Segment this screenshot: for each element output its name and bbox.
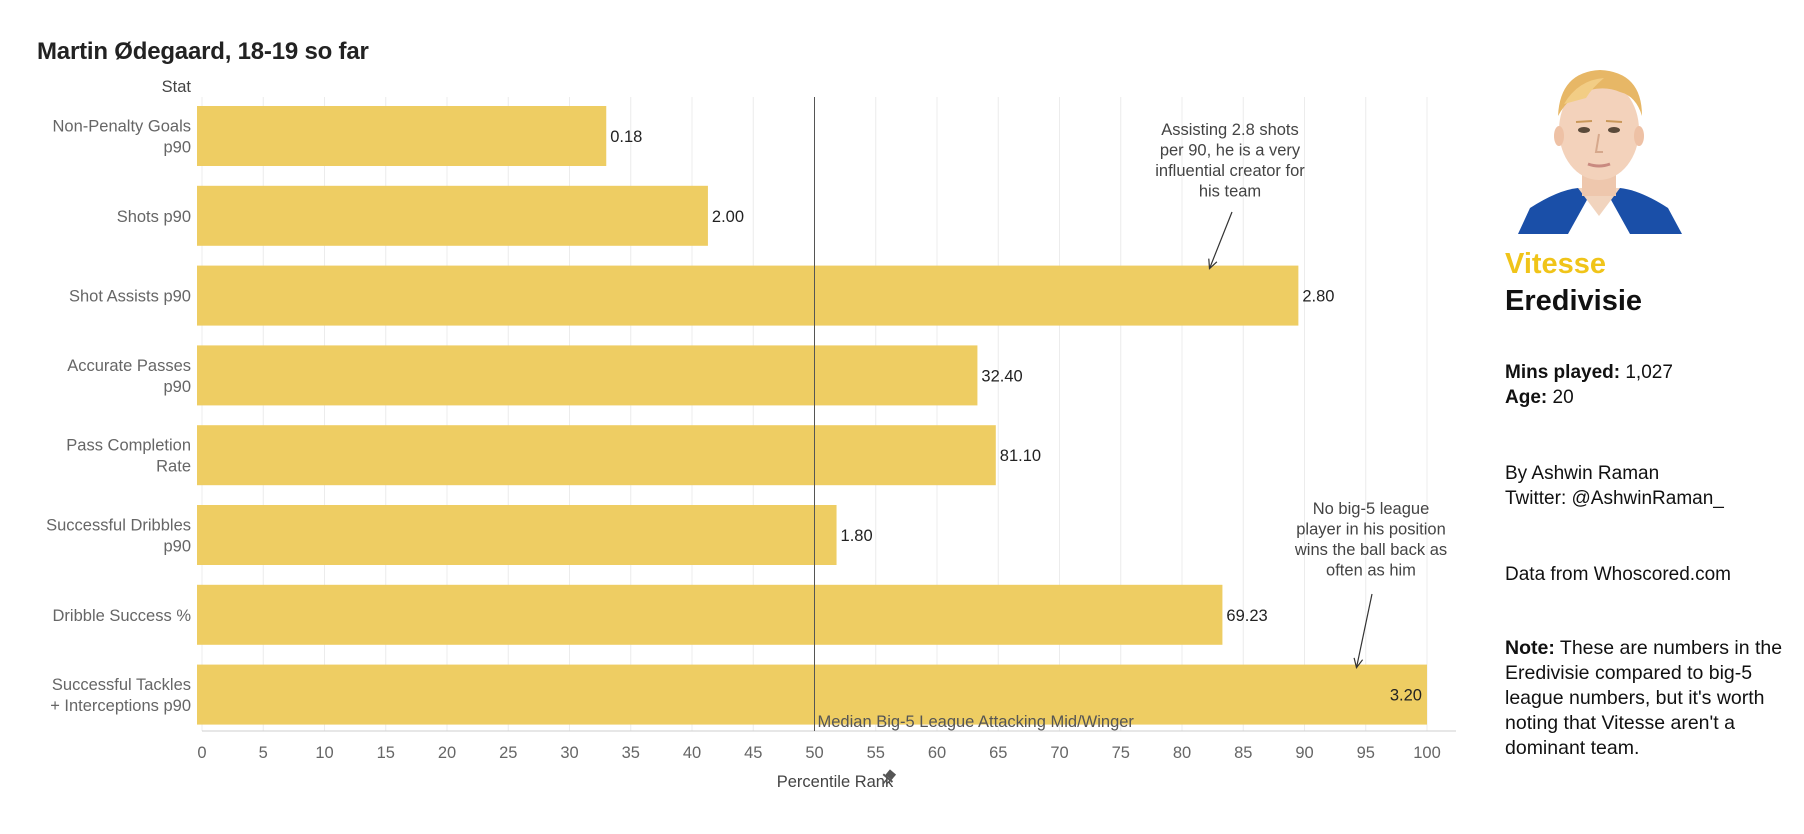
category-label: Shots p90	[117, 208, 191, 226]
data-label: 81.10	[1000, 447, 1041, 465]
labels: Stat 0 5 10 15 20 25 30 35 40 45 50 55 60 65 70 75 80 85 90…	[46, 78, 1441, 791]
bar	[197, 664, 1427, 725]
data-label: 2.80	[1302, 288, 1334, 306]
x-tick-label: 95	[1357, 744, 1375, 762]
bar	[197, 425, 996, 486]
column-header: Stat	[162, 78, 192, 96]
category-label: p90	[163, 538, 191, 556]
annotations: Median Big-5 League Attacking Mid/Winger…	[814, 97, 1447, 731]
pin-icon-needle	[882, 778, 888, 785]
data-label: 0.18	[610, 128, 642, 146]
bar	[197, 584, 1223, 645]
bar	[197, 505, 837, 565]
x-tick-label: 50	[805, 744, 823, 762]
data-source: Data from Whoscored.com	[1505, 564, 1731, 585]
minutes-played: Mins played: 1,027	[1505, 362, 1673, 384]
minutes-played-label: Mins played:	[1505, 362, 1621, 383]
annotation-arrowhead	[1208, 258, 1218, 270]
data-label: 69.23	[1226, 607, 1267, 625]
twitter-handle: Twitter: @AshwinRaman_	[1505, 488, 1724, 509]
annotation-text: his team	[1199, 183, 1261, 201]
x-tick-label: 100	[1413, 744, 1441, 762]
category-label: Accurate Passes	[67, 357, 191, 375]
annotation-text: wins the ball back as	[1294, 541, 1447, 559]
bars	[197, 106, 1427, 725]
data-label: 3.20	[1390, 687, 1422, 705]
category-label: + Interceptions p90	[50, 697, 191, 715]
data-label: 2.00	[712, 208, 744, 226]
median-label: Median Big-5 League Attacking Mid/Winger	[818, 713, 1135, 731]
x-tick-label: 10	[315, 744, 333, 762]
annotation-text: influential creator for	[1155, 162, 1305, 180]
x-tick-label: 60	[928, 744, 946, 762]
x-tick-label: 15	[377, 744, 395, 762]
annotation-text: No big-5 league	[1313, 500, 1430, 518]
x-tick-label: 65	[989, 744, 1007, 762]
x-tick-label: 30	[560, 744, 578, 762]
age-value: 20	[1552, 387, 1574, 408]
bar	[197, 106, 607, 166]
category-label: p90	[163, 378, 191, 396]
annotation-arrow	[1208, 211, 1233, 269]
minutes-played-value: 1,027	[1625, 362, 1673, 383]
x-tick-label: 85	[1234, 744, 1252, 762]
league-name: Eredivisie	[1505, 285, 1643, 317]
category-label: Pass Completion	[66, 437, 191, 455]
category-label: Rate	[156, 458, 191, 476]
player-photo	[1508, 58, 1690, 234]
pin-icon-head	[885, 769, 897, 780]
annotation-text: player in his position	[1296, 521, 1446, 539]
team-name: Vitesse	[1505, 248, 1607, 280]
x-tick-label: 40	[683, 744, 701, 762]
x-tick-label: 35	[622, 744, 640, 762]
annotation-text: per 90, he is a very	[1160, 142, 1301, 160]
bar	[197, 185, 708, 246]
annotation-arrow	[1355, 593, 1373, 668]
data-label: 32.40	[981, 367, 1022, 385]
category-label: Dribble Success %	[53, 607, 192, 625]
bar	[197, 345, 978, 406]
category-label: Successful Tackles	[52, 676, 191, 694]
author: By Ashwin Raman	[1505, 463, 1660, 484]
note-text: These are numbers in the Eredivisie comp…	[1505, 637, 1783, 759]
annotation-text: often as him	[1326, 562, 1416, 580]
x-tick-label: 20	[438, 744, 456, 762]
x-tick-label: 80	[1173, 744, 1191, 762]
category-label: Shot Assists p90	[69, 288, 191, 306]
age: Age: 20	[1505, 387, 1574, 409]
x-tick-label: 75	[1112, 744, 1130, 762]
category-label: Successful Dribbles	[46, 517, 191, 535]
x-tick-label: 90	[1295, 744, 1313, 762]
note: Note: These are numbers in the Eredivisi…	[1505, 636, 1800, 761]
x-tick-label: 0	[197, 744, 206, 762]
x-axis-title: Percentile Rank	[777, 773, 894, 791]
pin-icon-base	[882, 773, 894, 783]
note-label: Note:	[1505, 637, 1555, 659]
x-tick-label: 70	[1050, 744, 1068, 762]
data-label: 1.80	[841, 527, 873, 545]
x-tick-label: 45	[744, 744, 762, 762]
category-label: p90	[163, 139, 191, 157]
bar-chart: Stat 0 5 10 15 20 25 30 35 40 45 50 55 60 65 70 75 80 85 90…	[46, 78, 1456, 791]
annotation-arrowhead	[1353, 657, 1364, 669]
x-tick-label: 25	[499, 744, 517, 762]
annotation-text: Assisting 2.8 shots	[1161, 121, 1299, 139]
age-label: Age:	[1505, 387, 1548, 408]
chart-title: Martin Ødegaard, 18-19 so far	[37, 38, 369, 65]
x-tick-label: 5	[259, 744, 268, 762]
category-label: Non-Penalty Goals	[53, 118, 192, 136]
pin-icon	[882, 769, 897, 785]
bar	[197, 265, 1299, 326]
x-tick-label: 55	[867, 744, 885, 762]
